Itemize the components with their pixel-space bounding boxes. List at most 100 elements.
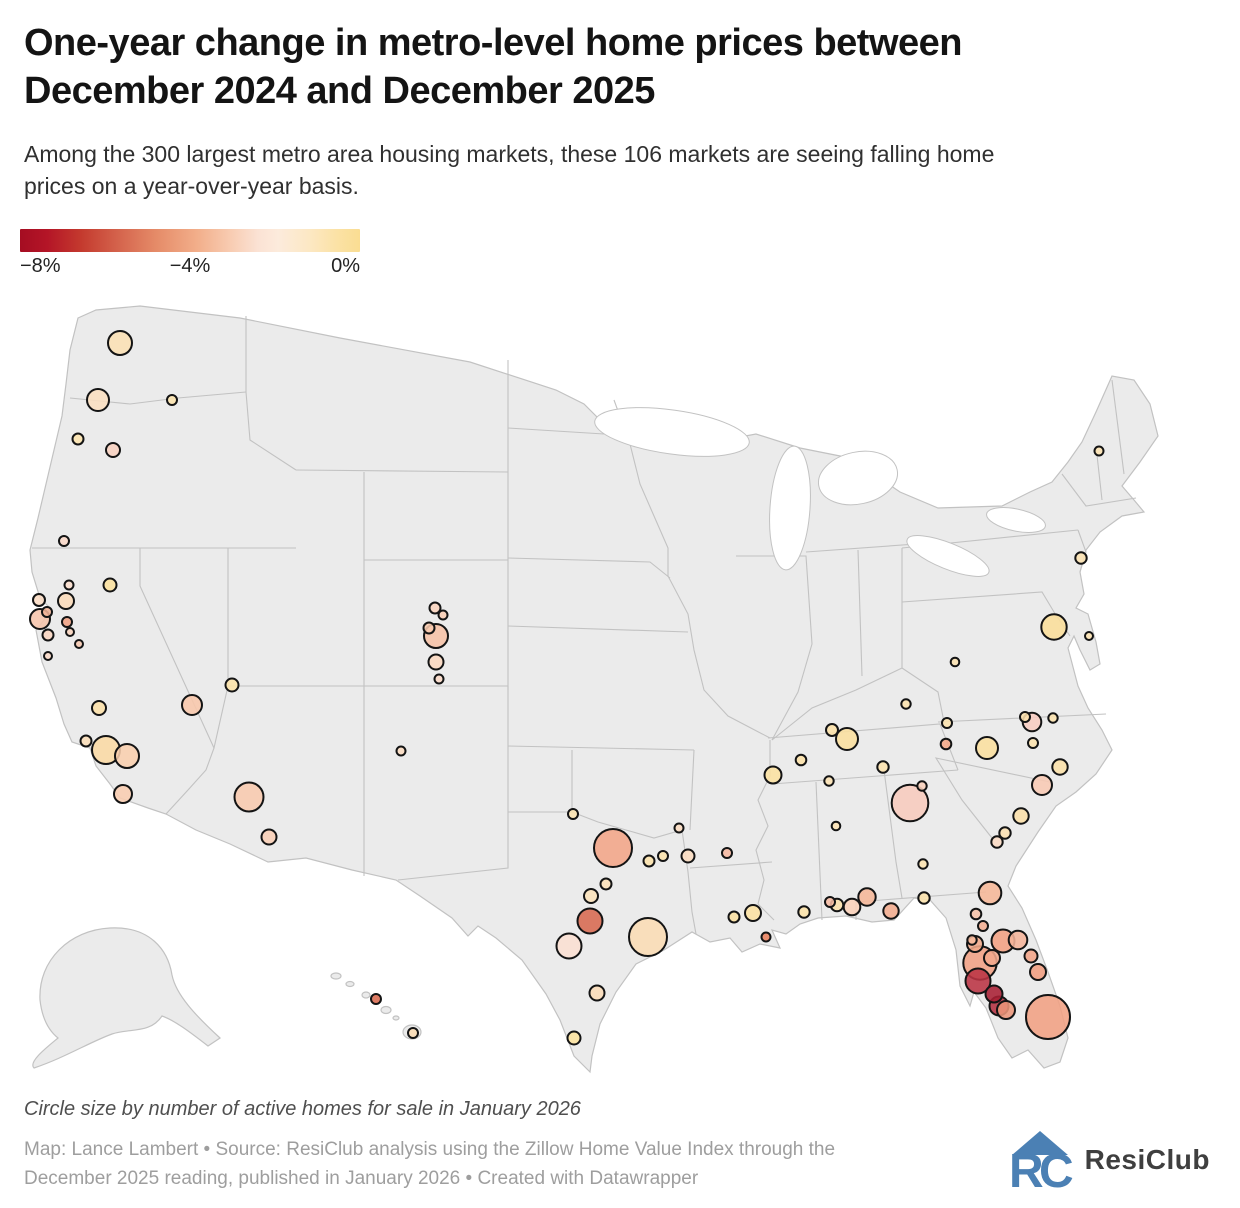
- metro-bubble[interactable]: [949, 656, 961, 668]
- metro-bubble[interactable]: [1047, 712, 1059, 724]
- metro-bubble[interactable]: [794, 753, 808, 767]
- metro-bubble[interactable]: [74, 639, 84, 649]
- metro-bubble[interactable]: [1023, 948, 1039, 964]
- bubble-layer: [29, 330, 1105, 1046]
- metro-bubble[interactable]: [969, 907, 983, 921]
- metro-bubble[interactable]: [86, 388, 110, 412]
- svg-text:C: C: [1039, 1145, 1073, 1192]
- metro-bubble[interactable]: [1019, 711, 1031, 723]
- metro-bubble[interactable]: [975, 736, 999, 760]
- metro-bubble[interactable]: [1074, 551, 1088, 565]
- metro-bubble[interactable]: [983, 949, 1001, 967]
- metro-bubble[interactable]: [824, 896, 836, 908]
- metro-bubble[interactable]: [727, 910, 741, 924]
- metro-bubble[interactable]: [990, 835, 1004, 849]
- metro-bubble[interactable]: [61, 616, 73, 628]
- metro-bubble[interactable]: [916, 780, 928, 792]
- metro-bubble[interactable]: [1027, 737, 1039, 749]
- metro-bubble[interactable]: [917, 858, 929, 870]
- metro-bubble[interactable]: [721, 847, 733, 859]
- metro-bubble[interactable]: [900, 698, 912, 710]
- metro-bubble[interactable]: [1040, 613, 1068, 641]
- metro-bubble[interactable]: [181, 694, 203, 716]
- resiclub-logo-icon: R C: [1009, 1131, 1073, 1192]
- metro-bubble[interactable]: [107, 330, 133, 356]
- metro-bubble[interactable]: [166, 394, 178, 406]
- metro-bubble[interactable]: [113, 784, 133, 804]
- us-map: [29, 305, 1159, 1074]
- metro-bubble[interactable]: [1093, 445, 1105, 457]
- metro-bubble[interactable]: [576, 907, 604, 935]
- metro-bubble[interactable]: [825, 723, 839, 737]
- metro-bubble[interactable]: [628, 917, 668, 957]
- metro-bubble[interactable]: [680, 848, 696, 864]
- metro-bubble[interactable]: [964, 967, 992, 995]
- metro-bubble[interactable]: [939, 737, 953, 751]
- metro-bubble[interactable]: [876, 760, 890, 774]
- metro-bubble[interactable]: [43, 651, 53, 661]
- metro-bubble[interactable]: [593, 828, 633, 868]
- metro-bubble[interactable]: [63, 579, 75, 591]
- metro-bubble[interactable]: [984, 984, 1004, 1004]
- metro-bubble[interactable]: [998, 826, 1012, 840]
- metro-bubble[interactable]: [1029, 963, 1047, 981]
- metro-bubble[interactable]: [433, 673, 445, 685]
- metro-bubble[interactable]: [882, 902, 900, 920]
- metro-bubble[interactable]: [370, 993, 382, 1005]
- metro-bubble[interactable]: [57, 592, 75, 610]
- metro-bubble[interactable]: [857, 887, 877, 907]
- metro-bubble[interactable]: [941, 717, 953, 729]
- metro-bubble[interactable]: [966, 934, 978, 946]
- metro-bubble[interactable]: [977, 880, 1003, 906]
- metro-bubble[interactable]: [760, 931, 772, 943]
- metro-bubble[interactable]: [428, 601, 442, 615]
- metro-bubble[interactable]: [657, 850, 669, 862]
- metro-bubble[interactable]: [422, 621, 436, 635]
- metro-bubble[interactable]: [102, 577, 118, 593]
- metro-bubble[interactable]: [1084, 631, 1094, 641]
- metro-bubble[interactable]: [233, 781, 265, 813]
- metro-bubble[interactable]: [566, 1030, 582, 1046]
- metro-bubble[interactable]: [823, 775, 835, 787]
- metro-bubble[interactable]: [71, 432, 85, 446]
- metro-bubble[interactable]: [599, 877, 613, 891]
- metro-bubble[interactable]: [977, 920, 989, 932]
- metro-bubble[interactable]: [58, 535, 70, 547]
- metro-bubble[interactable]: [996, 1000, 1016, 1020]
- metro-bubble[interactable]: [65, 627, 75, 637]
- lake-superior: [594, 407, 750, 457]
- metro-bubble[interactable]: [588, 984, 606, 1002]
- metro-bubble[interactable]: [114, 743, 140, 769]
- metro-bubble[interactable]: [744, 904, 762, 922]
- metro-bubble[interactable]: [1025, 994, 1071, 1040]
- metro-bubble[interactable]: [105, 442, 121, 458]
- metro-bubble[interactable]: [917, 891, 931, 905]
- metro-bubble[interactable]: [1012, 807, 1030, 825]
- metro-bubble[interactable]: [642, 854, 656, 868]
- metro-bubble[interactable]: [1007, 929, 1029, 951]
- metro-bubble[interactable]: [830, 820, 842, 832]
- metro-bubble[interactable]: [79, 734, 93, 748]
- metro-bubble[interactable]: [835, 727, 859, 751]
- metro-bubble[interactable]: [260, 828, 278, 846]
- metro-bubble[interactable]: [395, 745, 407, 757]
- metro-bubble[interactable]: [91, 700, 107, 716]
- metro-bubble[interactable]: [555, 932, 583, 960]
- svg-text:R: R: [1009, 1145, 1044, 1192]
- metro-bubble[interactable]: [583, 888, 599, 904]
- metro-bubble[interactable]: [567, 808, 579, 820]
- metro-bubble[interactable]: [890, 783, 930, 823]
- metro-bubble[interactable]: [224, 677, 240, 693]
- metro-bubble[interactable]: [41, 628, 55, 642]
- metro-bubble[interactable]: [1031, 774, 1053, 796]
- metro-bubble[interactable]: [763, 765, 783, 785]
- metro-bubble[interactable]: [437, 609, 449, 621]
- metro-bubble[interactable]: [797, 905, 811, 919]
- metro-bubble[interactable]: [1051, 758, 1069, 776]
- metro-bubble[interactable]: [673, 822, 685, 834]
- metro-bubble[interactable]: [842, 897, 862, 917]
- metro-bubble[interactable]: [32, 593, 46, 607]
- metro-bubble[interactable]: [427, 653, 445, 671]
- metro-bubble[interactable]: [407, 1027, 419, 1039]
- metro-bubble[interactable]: [41, 606, 53, 618]
